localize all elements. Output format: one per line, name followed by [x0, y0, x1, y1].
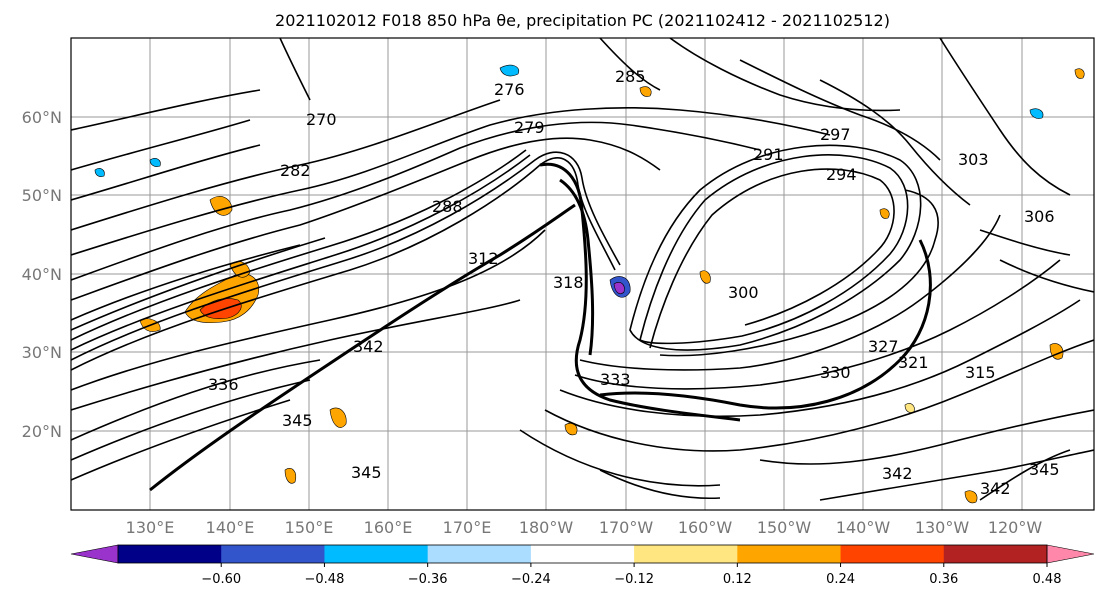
colorbar-tick-label: 0.12: [723, 572, 752, 587]
contour-label: 270: [306, 110, 337, 129]
colorbar-bin: [737, 545, 842, 563]
colorbar-tick-label: −0.24: [511, 572, 551, 587]
contour-label: 330: [820, 363, 851, 382]
colorbar-bin: [427, 545, 532, 563]
colorbar-tick-label: 0.36: [929, 572, 958, 587]
colorbar-bin: [324, 545, 429, 563]
lon-label: 150°W: [757, 518, 812, 537]
colorbar: −0.60 −0.48 −0.36 −0.24 −0.12 0.12 0.24 0.36 0.4…: [70, 544, 1095, 587]
contour-label: 342: [882, 464, 913, 483]
latitude-labels: 60°N 50°N 40°N 30°N 20°N: [22, 108, 62, 441]
contour-label: 276: [494, 80, 525, 99]
lon-label: 150°E: [285, 518, 334, 537]
frontal-band: [149, 162, 932, 492]
contour-label: 306: [1024, 207, 1055, 226]
graticule: [71, 38, 1094, 510]
colorbar-bin: [530, 545, 635, 563]
colorbar-tick-label: −0.12: [614, 572, 654, 587]
contour-label: 291: [753, 145, 784, 164]
contour-label: 300: [728, 283, 759, 302]
contour-label: 342: [980, 479, 1011, 498]
contour-label: 279: [514, 118, 545, 137]
colorbar-bin: [840, 545, 945, 563]
lon-label: 140°E: [206, 518, 255, 537]
lon-label: 180°W: [519, 518, 574, 537]
map-frame: [70, 37, 1095, 511]
colorbar-tick-label: 0.48: [1033, 572, 1062, 587]
lat-label: 50°N: [22, 186, 62, 205]
contour-label: 297: [820, 125, 851, 144]
contour-label: 294: [826, 165, 857, 184]
colorbar-extend-low: [70, 544, 119, 564]
lon-label: 170°E: [443, 518, 492, 537]
contour-labels: 276 285 270 279 291 297 294 282 288 303 …: [208, 67, 1060, 498]
lon-label: 130°W: [915, 518, 970, 537]
lon-label: 130°E: [126, 518, 175, 537]
lat-label: 20°N: [22, 422, 62, 441]
contour-label: 342: [353, 337, 384, 356]
map-title: 2021102012 F018 850 hPa θe, precipitatio…: [275, 11, 890, 30]
theta-e-contours: [71, 38, 1094, 501]
lon-label: 160°E: [364, 518, 413, 537]
colorbar-bin: [221, 545, 325, 563]
colorbar-tick-label: −0.36: [408, 572, 448, 587]
contour-label: 318: [553, 273, 584, 292]
colorbar-bin: [634, 545, 738, 563]
lat-label: 30°N: [22, 343, 62, 362]
contour-label: 321: [898, 353, 929, 372]
contour-label: 345: [1029, 460, 1060, 479]
colorbar-extend-high: [1046, 544, 1095, 564]
contour-label: 288: [432, 197, 463, 216]
colorbar-bin: [943, 545, 1048, 563]
contour-label: 303: [958, 150, 989, 169]
contour-label: 336: [208, 375, 239, 394]
colorbar-outline: [117, 544, 1048, 564]
lat-label: 60°N: [22, 108, 62, 127]
colorbar-tick-label: −0.48: [305, 572, 345, 587]
contour-label: 285: [615, 67, 646, 86]
lat-label: 40°N: [22, 265, 62, 284]
contour-label: 327: [868, 337, 899, 356]
contour-label: 315: [965, 363, 996, 382]
contour-label: 312: [468, 249, 499, 268]
lon-label: 140°W: [836, 518, 891, 537]
contour-label: 282: [280, 161, 311, 180]
colorbar-tick-label: −0.60: [201, 572, 241, 587]
contour-label: 345: [282, 411, 313, 430]
lon-label: 160°W: [678, 518, 733, 537]
lon-label: 120°W: [988, 518, 1043, 537]
contour-label: 333: [600, 370, 631, 389]
colorbar-tick-label: 0.24: [826, 572, 855, 587]
colorbar-bin: [118, 545, 222, 563]
contour-label: 345: [351, 463, 382, 482]
longitude-labels: 130°E 140°E 150°E 160°E 170°E 180°W 170°…: [126, 518, 1043, 537]
lon-label: 170°W: [599, 518, 654, 537]
